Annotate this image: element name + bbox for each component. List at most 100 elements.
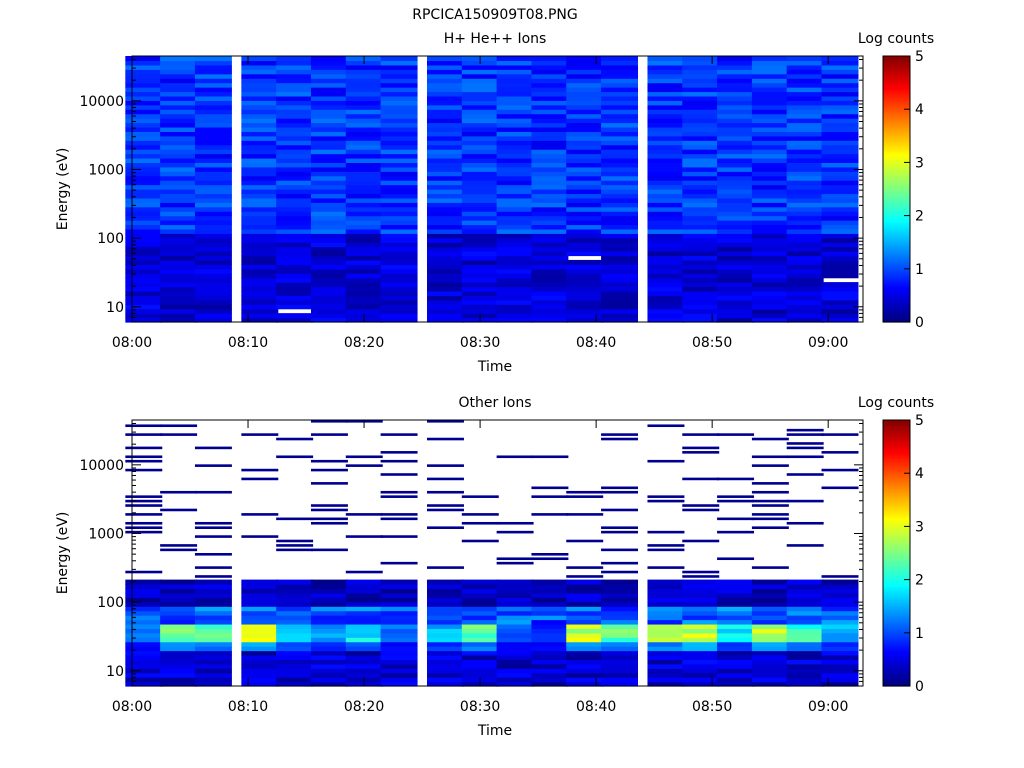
heatmap-cell [647, 246, 685, 252]
colorbar-swatch [883, 619, 910, 623]
heatmap-cell [751, 628, 789, 634]
heatmap-cell [427, 277, 464, 283]
heatmap-cell [647, 606, 685, 612]
heatmap-cell [566, 490, 604, 494]
heatmap-cell [461, 126, 499, 132]
heatmap-cell [125, 242, 163, 248]
heatmap-cell [194, 654, 232, 660]
heatmap-cell [682, 295, 720, 301]
heatmap-cell [531, 486, 569, 490]
heatmap-cell [125, 646, 163, 652]
heatmap-cell [345, 109, 383, 115]
colorbar-swatch [883, 575, 910, 578]
colorbar-swatch [883, 508, 910, 512]
heatmap-cell [496, 592, 534, 598]
colorbar-swatch [883, 73, 910, 77]
heatmap-cell [276, 606, 314, 612]
heatmap-cell [751, 215, 789, 221]
colorbar-tick-label: 5 [915, 49, 924, 65]
heatmap-cell [717, 237, 755, 243]
heatmap-cell [531, 273, 569, 279]
heatmap-cell [496, 610, 534, 616]
heatmap-cell [125, 237, 163, 243]
colorbar-swatch [883, 111, 910, 115]
heatmap-cell [496, 273, 534, 279]
heatmap-cell [601, 104, 639, 110]
colorbar-swatch [883, 553, 910, 556]
heatmap-cell [601, 282, 639, 288]
heatmap-cell [682, 451, 720, 454]
heatmap-cell [194, 632, 232, 638]
heatmap-cell [380, 650, 418, 656]
heatmap-cell [566, 197, 604, 203]
heatmap-cell [531, 237, 569, 243]
heatmap-cell [496, 104, 534, 110]
heatmap-cell [160, 131, 198, 137]
heatmap-cell [682, 654, 720, 660]
heatmap-cell [601, 304, 639, 310]
heatmap-cell [241, 184, 279, 190]
heatmap-cell [751, 304, 789, 310]
heatmap-cell [717, 60, 755, 66]
heatmap-cell [786, 317, 824, 323]
heatmap-cell [380, 82, 418, 88]
heatmap-cell [427, 91, 464, 97]
heatmap-cell [345, 162, 383, 168]
heatmap-cell [380, 641, 418, 647]
heatmap-cell [717, 180, 755, 186]
heatmap-cell [310, 646, 348, 652]
heatmap-cell [601, 663, 639, 669]
heatmap-cell [160, 548, 198, 552]
heatmap-cell [821, 588, 859, 594]
heatmap-cell [786, 499, 824, 503]
heatmap-cell [241, 242, 279, 248]
heatmap-cell [380, 118, 418, 124]
heatmap-cell [566, 184, 604, 190]
heatmap-cell [647, 64, 685, 70]
heatmap-cell [461, 215, 499, 221]
heatmap-cell [496, 299, 534, 305]
heatmap-cell [531, 189, 569, 195]
heatmap-cell [241, 535, 279, 538]
heatmap-cell [786, 282, 824, 288]
colorbar-swatch [883, 319, 910, 323]
heatmap-cell [276, 215, 314, 221]
heatmap-cell [380, 126, 418, 132]
heatmap-cell [717, 69, 755, 75]
heatmap-cell [276, 628, 314, 634]
heatmap-cell [682, 290, 720, 296]
heatmap-cell [310, 677, 348, 683]
heatmap-cell [310, 135, 348, 141]
heatmap-cell [717, 211, 755, 217]
heatmap-cell [194, 623, 232, 629]
heatmap-cell [276, 313, 314, 319]
heatmap-cell [601, 131, 639, 137]
heatmap-cell [241, 237, 279, 243]
heatmap-cell [531, 64, 569, 70]
heatmap-cell [310, 654, 348, 660]
heatmap-cell [566, 215, 604, 221]
colorbar-swatch [883, 122, 910, 126]
heatmap-cell [496, 215, 534, 221]
heatmap-cell [566, 615, 604, 621]
heatmap-cell [276, 87, 314, 93]
heatmap-cell [717, 654, 755, 660]
heatmap-cell [566, 592, 604, 598]
heatmap-cell [566, 623, 604, 629]
heatmap-cell [276, 56, 314, 62]
heatmap-cell [531, 56, 569, 62]
figure-title: RPCICA150909T08.PNG [412, 7, 577, 23]
heatmap-cell [566, 606, 604, 612]
heatmap-cell [821, 118, 859, 124]
heatmap-cell [125, 584, 163, 590]
heatmap-cell [682, 87, 720, 93]
heatmap-cell [751, 109, 789, 115]
heatmap-cell [241, 610, 279, 616]
heatmap-cell [647, 56, 685, 62]
heatmap-cell [717, 650, 755, 656]
heatmap-cell [821, 610, 859, 616]
heatmap-cell [601, 246, 639, 252]
heatmap-cell [160, 606, 198, 612]
heatmap-cell [496, 619, 534, 625]
